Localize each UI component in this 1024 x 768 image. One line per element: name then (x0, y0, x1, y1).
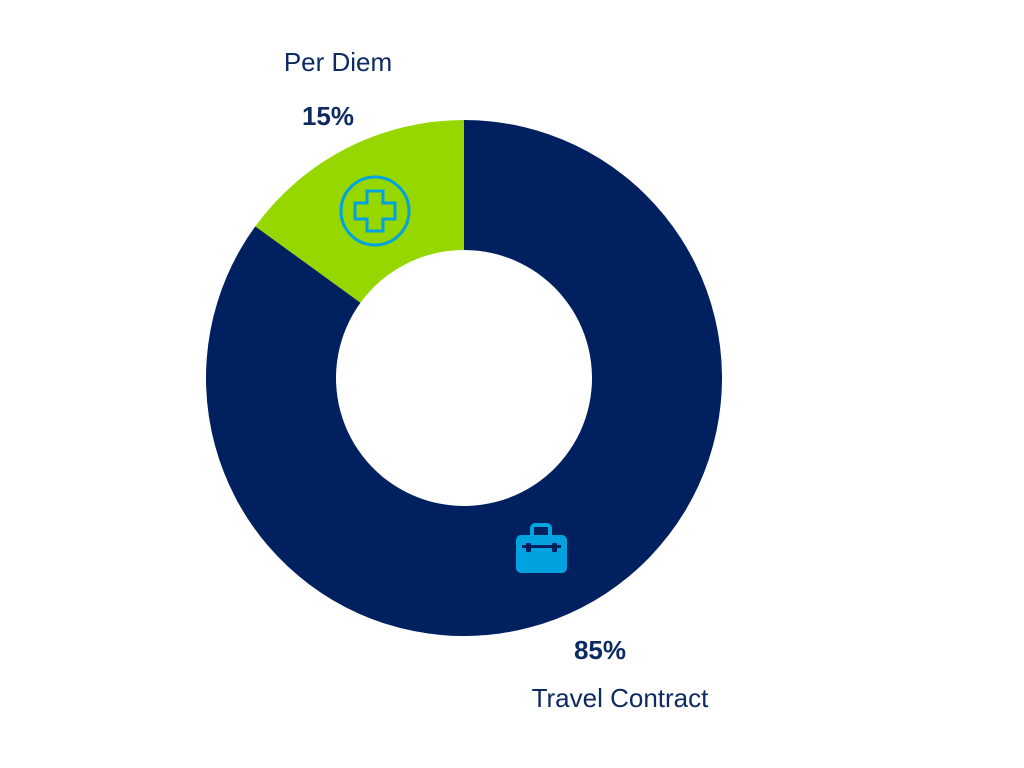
plus-icon (339, 175, 411, 247)
briefcase-icon (516, 523, 567, 573)
donut-slice (255, 120, 464, 303)
value-label: 15% (302, 101, 354, 131)
donut-slice (206, 120, 723, 636)
category-label: Travel Contract (532, 683, 710, 713)
value-label: 85% (574, 635, 626, 665)
category-label: Per Diem (284, 47, 392, 77)
donut (206, 120, 723, 636)
